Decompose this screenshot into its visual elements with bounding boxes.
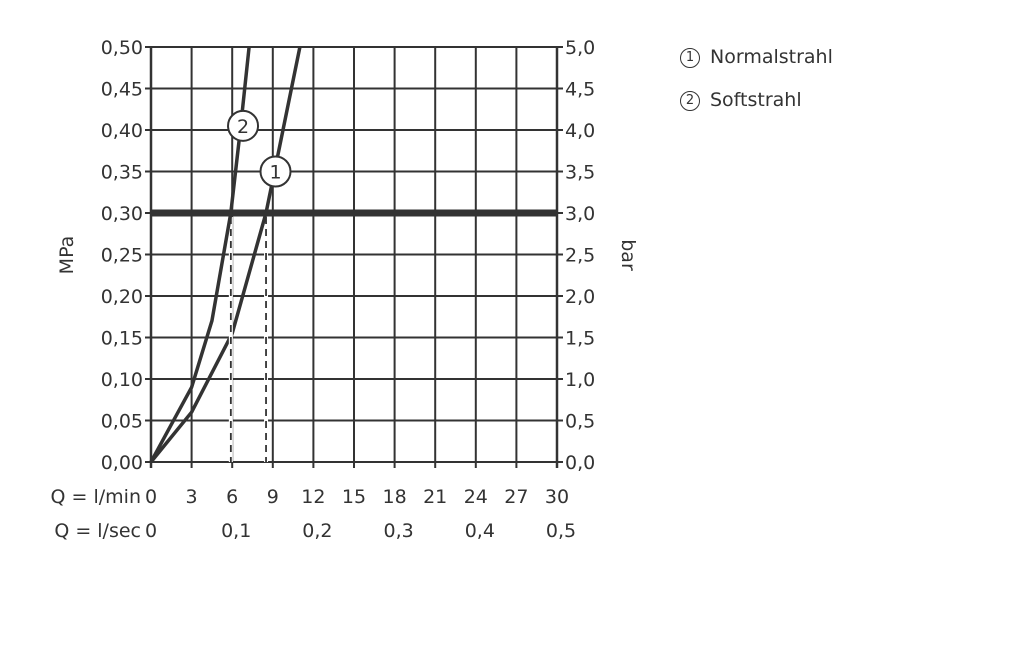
legend-label-1: Normalstrahl: [710, 46, 833, 68]
x-tick-label: 9: [267, 486, 279, 508]
y-tick-label: 0,35: [101, 162, 143, 184]
y-right-tick-label: 1,0: [565, 369, 595, 391]
legend-item-1: 1 Normalstrahl: [680, 46, 833, 68]
y-right-tick-label: 4,0: [565, 120, 595, 142]
y-right-tick-label: 4,5: [565, 79, 595, 101]
series-marker-circle-1: [259, 155, 292, 188]
x-tick-label: 21: [423, 486, 447, 508]
x-tick-label: 15: [342, 486, 366, 508]
x-tick-label: 6: [226, 486, 238, 508]
legend-label-2: Softstrahl: [710, 89, 802, 111]
x-axis-label: Q = l/min: [51, 486, 141, 508]
y-tick-label: 0,00: [101, 452, 143, 474]
y-tick-label: 0,20: [101, 286, 143, 308]
series-marker-label-2: 2: [237, 116, 249, 138]
series-marker-label-1: 1: [269, 162, 281, 184]
x2-tick-label: 0,4: [465, 520, 495, 542]
y-right-tick-label: 0,5: [565, 411, 595, 433]
y-right-tick-label: 0,0: [565, 452, 595, 474]
y-right-tick-label: 5,0: [565, 37, 595, 59]
x2-tick-label: 0,2: [302, 520, 332, 542]
y-right-tick-label: 3,5: [565, 162, 595, 184]
y-right-tick-label: 2,5: [565, 245, 595, 267]
x2-tick-label: 0,5: [546, 520, 576, 542]
legend-item-2: 2 Softstrahl: [680, 89, 802, 111]
series-marker-circle-2: [227, 109, 260, 142]
y-axis-label: MPa: [56, 236, 78, 275]
y-tick-label: 0,15: [101, 328, 143, 350]
x2-axis-label: Q = l/sec: [54, 520, 141, 542]
x-tick-label: 3: [186, 486, 198, 508]
x2-tick-label: 0,3: [383, 520, 413, 542]
x-tick-label: 27: [504, 486, 528, 508]
x-tick-label: 30: [545, 486, 569, 508]
y-tick-label: 0,50: [101, 37, 143, 59]
y-tick-label: 0,45: [101, 79, 143, 101]
y-right-tick-label: 2,0: [565, 286, 595, 308]
y-tick-label: 0,40: [101, 120, 143, 142]
y-tick-label: 0,05: [101, 411, 143, 433]
legend-marker-2: 2: [680, 91, 700, 111]
y-right-tick-label: 3,0: [565, 203, 595, 225]
x-tick-label: 0: [145, 486, 157, 508]
x-tick-label: 24: [464, 486, 488, 508]
y-right-axis-label: bar: [617, 239, 639, 271]
x-tick-label: 18: [383, 486, 407, 508]
series-line-1: [149, 46, 302, 464]
y-tick-label: 0,10: [101, 369, 143, 391]
x-tick-label: 12: [301, 486, 325, 508]
y-tick-label: 0,25: [101, 245, 143, 267]
y-right-tick-label: 1,5: [565, 328, 595, 350]
x2-tick-label: 0,1: [221, 520, 251, 542]
x2-tick-label: 0: [145, 520, 157, 542]
legend-marker-1: 1: [680, 48, 700, 68]
y-tick-label: 0,30: [101, 203, 143, 225]
